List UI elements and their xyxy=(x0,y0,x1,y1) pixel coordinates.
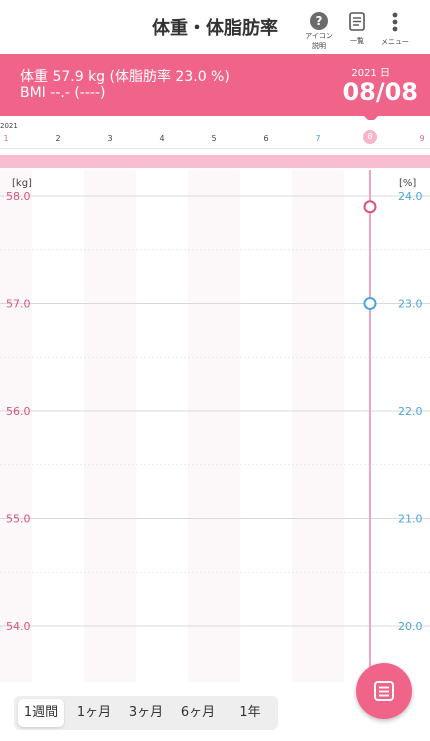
page-title: 体重・体脂肪率 xyxy=(152,18,278,39)
chart-column-bg xyxy=(136,170,188,682)
more-vertical-icon xyxy=(392,12,398,32)
y-right-tick: 22.0 xyxy=(398,405,423,418)
bmi-summary: BMI --.- (----) xyxy=(20,85,106,101)
period-1year[interactable]: 1年 xyxy=(239,705,261,720)
chart-column-bg xyxy=(240,170,292,682)
summary-header: 体重 57.9 kg (体脂肪率 23.0 %) BMI --.- (----)… xyxy=(0,54,430,116)
day-tick-5[interactable]: 5 xyxy=(211,134,217,143)
record-list-icon xyxy=(374,681,394,701)
y-left-tick: 56.0 xyxy=(6,405,31,418)
chart-column-bg xyxy=(188,170,240,682)
y-right-tick: 24.0 xyxy=(398,190,423,203)
y-left-tick: 58.0 xyxy=(6,190,31,203)
axis-year: 2021 xyxy=(0,122,18,130)
day-tick-8[interactable]: 8 xyxy=(363,130,377,144)
body-fat-point xyxy=(363,297,377,310)
chart-column-bg xyxy=(292,170,344,682)
day-tick-3[interactable]: 3 xyxy=(107,134,113,143)
record-fab[interactable] xyxy=(356,663,412,719)
list-icon xyxy=(349,12,365,31)
period-3months[interactable]: 3ヶ月 xyxy=(128,705,164,720)
summary-year: 2021 日 xyxy=(351,68,390,79)
y-right-tick: 20.0 xyxy=(398,620,423,633)
list-button[interactable]: 一覧 xyxy=(344,12,370,46)
summary-date: 08/08 xyxy=(342,78,418,106)
chart-column-bg xyxy=(84,170,136,682)
menu-button[interactable]: メニュー xyxy=(380,12,410,47)
menu-label: メニュー xyxy=(381,38,409,46)
y-right-unit: [%] xyxy=(399,178,417,189)
y-left-unit: [kg] xyxy=(12,178,32,189)
day-tick-6[interactable]: 6 xyxy=(263,134,269,143)
day-tick-2[interactable]: 2 xyxy=(55,134,61,143)
weight-chart[interactable]: 58.0 57.0 56.0 55.0 54.0 24.0 23.0 22.0 21.0 20.0 xyxy=(0,170,430,682)
chart-column-bg xyxy=(396,170,430,682)
date-axis[interactable]: 2021 1 2 3 4 5 6 7 8 9 xyxy=(0,120,430,149)
top-bar: 体重・体脂肪率 ? アイコン説明 一覧 メニュー xyxy=(0,0,430,54)
question-icon: ? xyxy=(310,12,328,30)
period-6months[interactable]: 6ヶ月 xyxy=(180,705,216,720)
period-selector: 1週間 1ヶ月 3ヶ月 6ヶ月 1年 xyxy=(14,696,278,730)
y-right-tick: 23.0 xyxy=(398,298,423,311)
list-label: 一覧 xyxy=(350,37,364,45)
y-left-tick: 55.0 xyxy=(6,513,31,526)
weight-summary: 体重 57.9 kg (体脂肪率 23.0 %) xyxy=(20,69,230,85)
day-tick-7[interactable]: 7 xyxy=(315,134,321,143)
period-1month[interactable]: 1ヶ月 xyxy=(76,705,112,720)
weight-point xyxy=(363,200,377,214)
y-right-tick: 21.0 xyxy=(398,513,423,526)
help-label: アイコン説明 xyxy=(305,32,333,50)
date-pointer xyxy=(363,115,379,123)
period-band xyxy=(0,155,430,168)
y-left-tick: 54.0 xyxy=(6,620,31,633)
day-tick-4[interactable]: 4 xyxy=(159,134,165,143)
y-left-tick: 57.0 xyxy=(6,298,31,311)
day-tick-1[interactable]: 1 xyxy=(3,134,9,143)
icon-help-button[interactable]: ? アイコン説明 xyxy=(303,12,335,51)
day-tick-9[interactable]: 9 xyxy=(419,134,425,143)
chart-column-bg xyxy=(32,170,84,682)
chart-column-bg xyxy=(0,170,32,682)
period-1week[interactable]: 1週間 xyxy=(18,699,64,727)
